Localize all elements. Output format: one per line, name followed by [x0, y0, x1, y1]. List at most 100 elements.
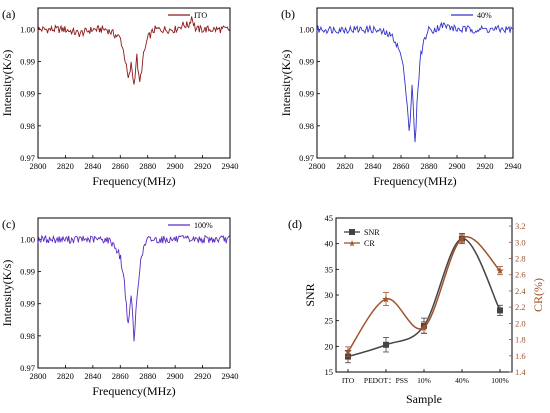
series-line-ITO — [37, 16, 231, 85]
y-tick-label: 0.99 — [20, 299, 35, 309]
x-tick-label: 40% — [455, 376, 469, 385]
data-point-SNR — [383, 341, 389, 348]
plot-frame — [37, 217, 231, 369]
legend-label: CR — [364, 239, 375, 248]
y-tick-label: 25 — [325, 316, 334, 326]
y2-tick-label: 1.4 — [515, 367, 526, 377]
y-axis-title: SNR — [303, 283, 317, 306]
series-line-SNR — [347, 237, 501, 358]
data-point-CR: ★ — [382, 295, 391, 306]
x-axis-title: Frequency(MHz) — [373, 174, 456, 188]
x-tick-label: ITO — [342, 376, 355, 385]
x-tick-label: 10% — [417, 376, 431, 385]
legend-marker: ★ — [348, 240, 356, 250]
y2-tick-label: 2.6 — [515, 270, 526, 280]
legend-marker — [349, 229, 355, 235]
series-line-40% — [316, 21, 514, 143]
y-tick-label: 0.97 — [20, 363, 35, 373]
y2-tick-label: 2.2 — [515, 302, 526, 312]
y-axis-title: Intensity(K/s) — [279, 50, 293, 117]
y-tick-label: 1.00 — [20, 24, 35, 34]
y-tick-label: 15 — [325, 367, 334, 377]
x-tick-label: 2900 — [167, 161, 184, 171]
x-axis-title: Frequency(MHz) — [92, 384, 175, 398]
x-tick-label: 2900 — [167, 371, 184, 381]
x-tick-label: 2800 — [309, 161, 326, 171]
y-tick-label: 40 — [325, 239, 334, 249]
x-tick-label: 2940 — [505, 161, 522, 171]
data-point-CR: ★ — [344, 347, 353, 358]
panel-label: (d) — [288, 217, 302, 231]
plot-frame — [37, 7, 231, 159]
legend-label: 100% — [194, 221, 213, 230]
x-tick-label: 2920 — [477, 161, 494, 171]
y2-tick-label: 2.0 — [515, 318, 526, 328]
y-tick-label: 30 — [325, 290, 334, 300]
x-tick-label: 2840 — [84, 371, 101, 381]
spectrum-panel-1: 2800 2820 2840 2860 2880 2900 2920 2940 0.97 0.98… — [279, 7, 522, 188]
y-tick-label: 1.00 — [299, 24, 314, 34]
data-point-CR: ★ — [420, 323, 429, 334]
y-tick-label: 0.99 — [20, 57, 35, 67]
x-axis-title: Sample — [406, 392, 442, 406]
y2-tick-label: 3.2 — [515, 221, 526, 231]
plot-frame — [316, 7, 514, 159]
x-tick-label: 2880 — [421, 161, 438, 171]
y-tick-label: 35 — [325, 264, 334, 274]
x-tick-label: 2900 — [449, 161, 466, 171]
x-tick-label: 2860 — [112, 161, 129, 171]
legend-label: ITO — [194, 11, 207, 20]
x-tick-label: 2920 — [194, 161, 211, 171]
panel-label: (c) — [2, 217, 15, 231]
y-tick-label: 0.98 — [20, 121, 35, 131]
y2-axis-title: CR(%) — [531, 278, 545, 312]
x-axis-title: Frequency(MHz) — [92, 174, 175, 188]
x-tick-label: 2800 — [30, 371, 47, 381]
y2-tick-label: 3.0 — [515, 237, 526, 247]
y-axis-title: Intensity(K/s) — [0, 260, 14, 327]
panel-label: (b) — [281, 7, 295, 21]
y-tick-label: 0.98 — [299, 121, 314, 131]
x-tick-label: 2840 — [84, 161, 101, 171]
x-tick-label: 2940 — [222, 371, 239, 381]
data-point-CR: ★ — [496, 266, 505, 277]
x-tick-label: 2820 — [57, 161, 74, 171]
y-axis-title: Intensity(K/s) — [0, 50, 14, 117]
x-tick-label: 2840 — [365, 161, 382, 171]
y-tick-label: 0.99 — [299, 89, 314, 99]
snr-cr-panel: 15 20 25 30 35 40 45 1.4 1.6 1.8 2.0 2.2 2.4 2.6 2.8 3.… — [288, 213, 545, 406]
y-tick-label: 20 — [325, 341, 334, 351]
y-tick-label: 0.98 — [20, 331, 35, 341]
spectrum-panel-2: 2800 2820 2840 2860 2880 2900 2920 2940 0.97 0.98… — [0, 217, 239, 398]
panel-label: (a) — [2, 7, 15, 21]
y2-tick-label: 1.8 — [515, 335, 526, 345]
x-tick-label: 2820 — [337, 161, 354, 171]
y2-tick-label: 2.8 — [515, 254, 526, 264]
y2-tick-label: 1.6 — [515, 351, 526, 361]
y-tick-label: 0.99 — [299, 57, 314, 67]
x-tick-label: 2920 — [194, 371, 211, 381]
x-tick-label: 2860 — [393, 161, 410, 171]
series-line-100% — [37, 234, 231, 342]
y-tick-label: 0.97 — [20, 153, 35, 163]
y-tick-label: 0.99 — [20, 89, 35, 99]
spectrum-panel-0: 2800 2820 2840 2860 2880 2900 2920 2940 0.97 0.98… — [0, 7, 239, 188]
data-point-SNR — [497, 307, 503, 314]
x-tick-label: 100% — [491, 376, 509, 385]
legend-label: SNR — [364, 228, 380, 237]
x-tick-label: PEDOT：PSS — [364, 376, 408, 385]
x-tick-label: 2820 — [57, 371, 74, 381]
x-tick-label: 2860 — [112, 371, 129, 381]
x-tick-label: 2880 — [139, 371, 156, 381]
plot-frame — [335, 217, 513, 373]
x-tick-label: 2800 — [30, 161, 47, 171]
x-tick-label: 2880 — [139, 161, 156, 171]
y-tick-label: 0.97 — [299, 153, 314, 163]
y-tick-label: 45 — [325, 213, 334, 223]
legend-label: 40% — [477, 11, 492, 20]
data-point-CR: ★ — [458, 234, 467, 245]
y-tick-label: 0.99 — [20, 267, 35, 277]
y-tick-label: 1.00 — [20, 234, 35, 244]
x-tick-label: 2940 — [222, 161, 239, 171]
